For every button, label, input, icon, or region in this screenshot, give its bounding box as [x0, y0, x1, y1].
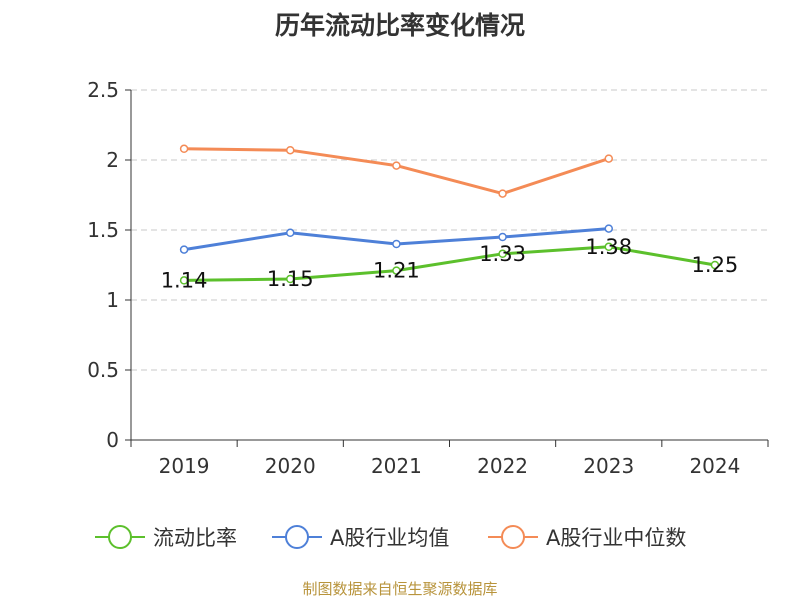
source-note: 制图数据来自恒生聚源数据库: [302, 580, 498, 598]
y-tick-label: 0.5: [87, 358, 119, 382]
grid-lines: [131, 89, 768, 371]
data-point: [286, 145, 295, 155]
data-point: [179, 276, 189, 285]
data-point: [498, 249, 507, 259]
data-label: 1.38: [585, 235, 632, 259]
x-tick-label: 2020: [265, 454, 316, 478]
data-labels: 1.14 1.15 1.21 1.33 1.38 1.25: [161, 235, 739, 293]
data-point: [604, 242, 613, 252]
data-point: [392, 266, 401, 275]
data-point: [710, 260, 720, 270]
y-tick-label: 0: [106, 428, 119, 452]
data-point: [498, 189, 507, 198]
axes: 0 0.5 1 1.5 2 2.5 2019 2020 2021 2022 2023 2024: [87, 78, 769, 478]
x-tick-label: 2022: [477, 454, 528, 478]
legend-label: 流动比率: [153, 526, 237, 550]
legend-swatch-marker: [285, 525, 309, 549]
data-label: 1.25: [692, 253, 739, 277]
x-tick-label: 2019: [159, 454, 210, 478]
legend-swatch-marker: [501, 525, 525, 549]
legend: 流动比率 A股行业均值 A股行业中位数: [95, 525, 686, 550]
data-label: 1.33: [479, 242, 526, 266]
y-tick-label: 1: [106, 288, 119, 312]
data-point: [392, 161, 401, 170]
data-label: 1.21: [373, 259, 420, 283]
data-point: [286, 274, 295, 284]
legend-item: 流动比率: [95, 525, 237, 550]
data-point: [179, 144, 189, 154]
x-tick-label: 2024: [689, 454, 740, 478]
y-tick-label: 1.5: [87, 218, 119, 242]
legend-label: A股行业均值: [330, 526, 449, 550]
data-point: [392, 239, 401, 249]
x-tick-label: 2023: [583, 454, 634, 478]
chart-title: 历年流动比率变化情况: [274, 11, 525, 40]
legend-item: A股行业均值: [272, 525, 449, 550]
series-lines: [179, 144, 720, 285]
x-tick-label: 2021: [371, 454, 422, 478]
data-point: [179, 245, 189, 254]
data-label: 1.14: [161, 268, 208, 292]
legend-label: A股行业中位数: [546, 526, 686, 550]
y-tick-label: 2: [106, 148, 119, 172]
data-label: 1.15: [267, 267, 314, 291]
legend-swatch-marker: [108, 525, 132, 549]
data-point: [604, 224, 613, 233]
data-point: [286, 228, 295, 238]
data-point: [498, 232, 507, 242]
legend-item: A股行业中位数: [488, 525, 686, 550]
y-tick-label: 2.5: [87, 78, 119, 102]
data-point: [604, 154, 613, 163]
series-line: [184, 147, 610, 196]
series-line: [184, 245, 716, 282]
